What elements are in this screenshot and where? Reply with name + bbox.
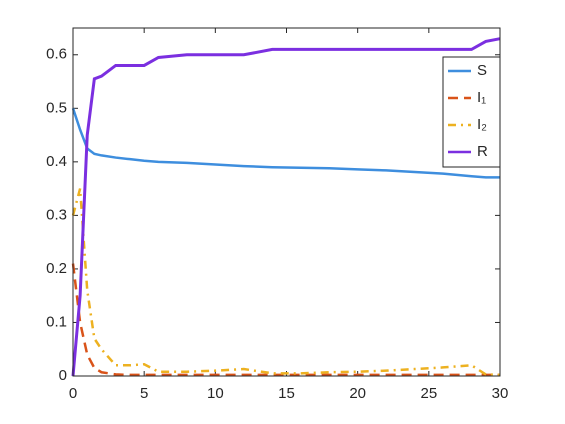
x-tick-label: 10	[207, 385, 224, 402]
legend-label: I₁	[477, 89, 486, 106]
legend-label: R	[477, 143, 488, 160]
axes-box	[72, 27, 501, 377]
x-tick-label: 15	[278, 385, 295, 402]
x-tick-label: 30	[492, 385, 509, 402]
y-tick-label: 0.3	[46, 206, 67, 223]
series-line	[71, 37, 501, 377]
series-line	[71, 188, 501, 377]
y-tick-label: 0.6	[46, 46, 67, 63]
x-tick-label: 0	[69, 385, 77, 402]
y-tick-label: 0.5	[46, 99, 67, 116]
y-tick-label: 0.1	[46, 313, 67, 330]
x-tick-label: 5	[140, 385, 148, 402]
x-tick-label: 20	[349, 385, 366, 402]
legend-box	[442, 56, 501, 168]
y-tick-label: 0.4	[46, 153, 67, 170]
legend-label: I₂	[477, 116, 487, 133]
legend-label: S	[477, 62, 487, 79]
series-line	[71, 107, 500, 179]
y-tick-label: 0.2	[46, 260, 67, 277]
y-tick-label: 0	[59, 367, 67, 384]
series-line	[71, 263, 500, 377]
x-tick-label: 25	[420, 385, 437, 402]
